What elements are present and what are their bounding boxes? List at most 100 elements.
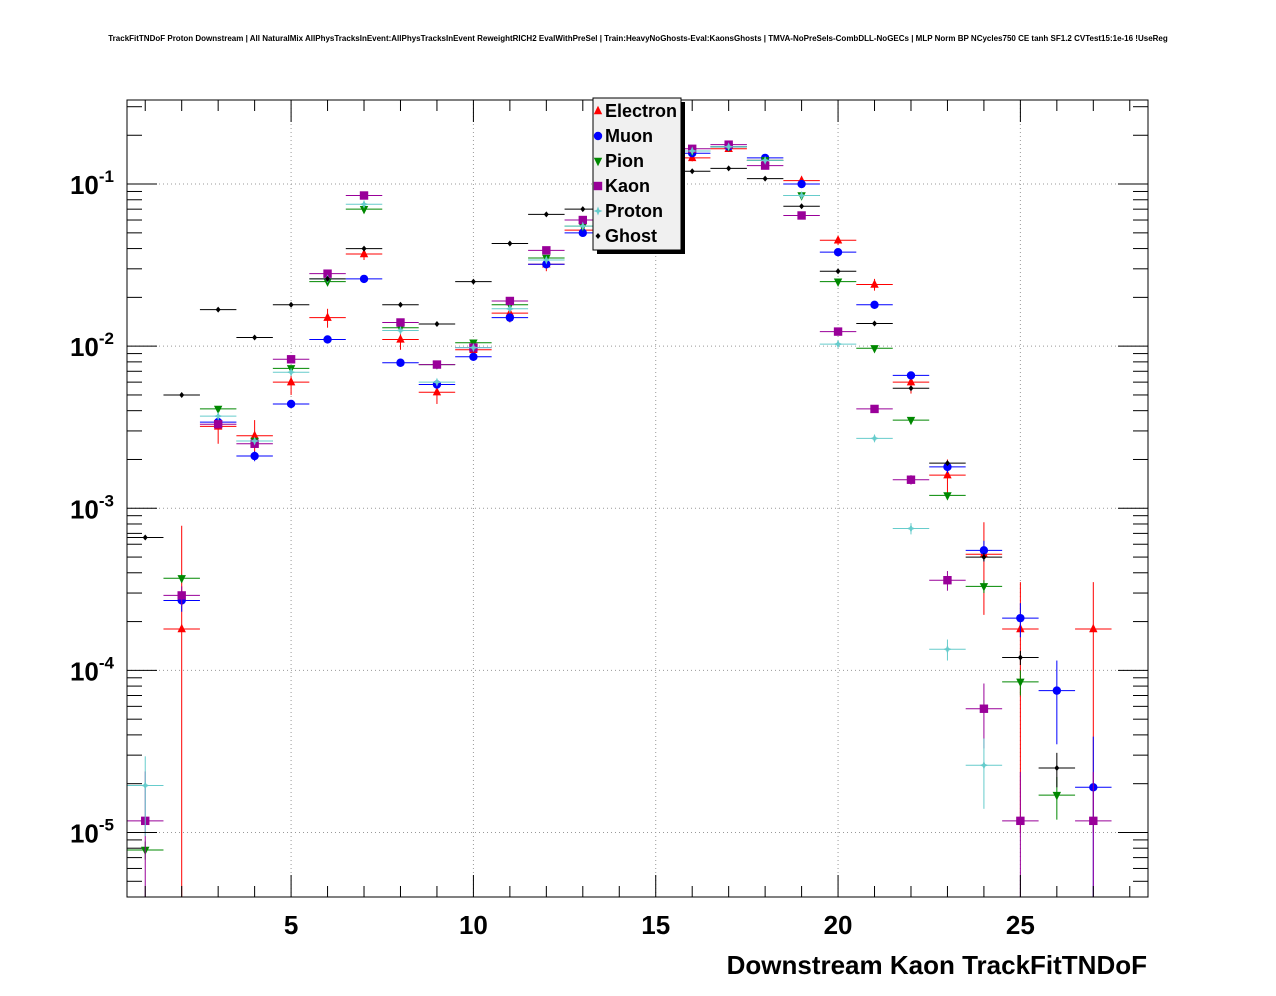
legend-label-ghost: Ghost [605,226,657,246]
data-point [892,475,930,485]
data-point [965,580,1003,594]
legend-label-muon: Muon [605,126,653,146]
point-marker [1016,816,1025,826]
series-proton [127,142,1003,837]
point-marker [286,367,296,377]
point-marker [578,228,588,238]
point-marker [359,191,369,200]
point-marker [943,462,952,472]
data-point [528,211,565,218]
data-point [199,405,237,415]
point-marker [361,245,367,252]
point-marker [286,399,296,409]
data-point [783,190,820,200]
point-marker [507,240,513,247]
data-point [819,235,857,246]
point-marker [1016,678,1025,688]
y-tick-label: 10-4 [70,653,115,686]
data-point [272,399,310,409]
data-point [965,552,1003,562]
point-marker [870,300,879,309]
data-point [455,343,492,353]
data-point [309,269,346,278]
point-marker [833,339,843,349]
point-marker [1016,613,1025,623]
data-point [272,301,310,308]
point-marker [543,211,549,218]
point-marker [434,321,440,328]
point-marker [396,334,405,343]
data-point [819,268,857,275]
point-marker [359,199,369,209]
point-marker [906,376,916,386]
point-marker [177,623,186,633]
data-point [746,161,784,170]
data-point [528,246,565,255]
data-point [856,300,893,309]
data-point [491,296,529,306]
chart-title: TrackFitTNDoF Proton Downstream | All Na… [108,34,1168,43]
point-marker [578,215,588,225]
point-marker [252,334,258,341]
point-marker [505,304,515,314]
data-point [710,165,747,172]
data-point [418,321,456,328]
data-point [746,155,784,165]
point-marker [140,780,150,790]
point-marker [179,391,185,398]
data-point [199,420,237,429]
data-point [819,339,857,349]
data-point [1038,752,1076,788]
data-point [236,334,273,341]
data-point [856,404,893,414]
data-point [272,367,310,377]
x-tick-label: 15 [641,910,670,940]
point-marker [760,161,770,170]
point-marker [687,146,697,156]
point-marker [469,352,478,361]
point-marker [359,274,369,284]
data-point [345,191,383,200]
axis-ticks: 5 10 15 20 25 10-5 10-4 10-3 10-2 10-1 [70,100,1148,940]
point-marker [870,345,879,354]
data-point [1038,660,1076,745]
point-marker [835,268,841,275]
data-point [965,522,1003,615]
point-marker [323,269,332,278]
data-point [710,142,747,152]
legend-marker-pion [593,157,603,167]
data-point [309,308,346,328]
point-marker [872,320,878,327]
point-marker [689,168,695,175]
point-marker [979,760,989,770]
data-point [746,175,784,182]
point-marker [943,576,952,585]
data-point [856,433,893,443]
data-point [819,278,857,287]
data-point [965,683,1003,749]
point-marker [213,411,223,421]
data-point [309,275,346,282]
legend-box [592,97,682,251]
point-marker [250,451,259,461]
point-marker [177,575,186,584]
data-point [929,571,966,591]
point-marker [359,205,369,215]
data-point [418,377,456,387]
point-marker [578,221,588,231]
point-marker [870,433,880,443]
x-tick-label: 10 [459,910,488,940]
point-marker [833,235,843,244]
point-marker [580,206,586,213]
data-point [1002,650,1039,665]
point-marker [906,524,916,534]
data-point [455,352,492,361]
point-marker [396,318,405,327]
y-tick-label: 10-2 [70,329,114,362]
point-marker [1017,654,1023,661]
series-muon [163,142,1112,897]
y-tick-label: 10-1 [70,167,114,200]
legend-marker-ghost [595,233,601,239]
point-marker [1052,791,1062,801]
